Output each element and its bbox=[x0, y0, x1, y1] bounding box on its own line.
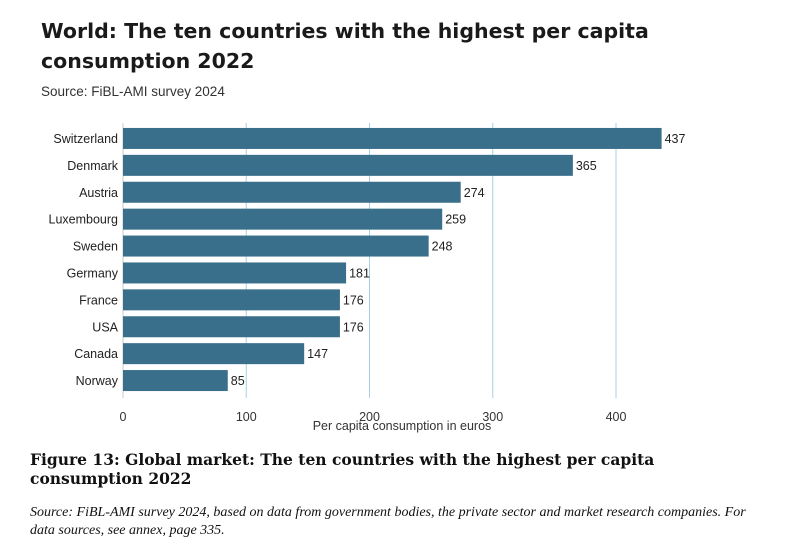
x-tick-label: 200 bbox=[359, 410, 380, 424]
bars bbox=[123, 127, 662, 392]
x-tick-label: 0 bbox=[120, 410, 127, 424]
data-label: 85 bbox=[231, 374, 245, 388]
bar bbox=[123, 289, 340, 311]
category-label: USA bbox=[92, 320, 118, 334]
category-label: Canada bbox=[74, 347, 118, 361]
bar bbox=[123, 316, 340, 338]
chart-subtitle: Source: FiBL-AMI survey 2024 bbox=[41, 84, 225, 99]
data-labels: 437 365 274 259 248 181 176 176 147 85 bbox=[231, 132, 686, 388]
bar bbox=[123, 208, 443, 230]
bar bbox=[123, 181, 461, 203]
x-tick-label: 400 bbox=[606, 410, 627, 424]
category-label: Luxembourg bbox=[49, 213, 119, 227]
category-labels: Switzerland Denmark Austria Luxembourg Swede… bbox=[49, 132, 119, 388]
data-label: 248 bbox=[432, 240, 453, 254]
category-label: France bbox=[79, 293, 118, 307]
bar bbox=[123, 235, 429, 257]
data-label: 181 bbox=[349, 266, 370, 280]
data-label: 437 bbox=[665, 132, 686, 146]
chart-title: World: The ten countries with the highes… bbox=[41, 19, 649, 73]
category-label: Austria bbox=[79, 186, 118, 200]
data-label: 147 bbox=[307, 347, 328, 361]
figure-source-note: Source: FiBL-AMI survey 2024, based on d… bbox=[30, 505, 746, 538]
data-label: 259 bbox=[445, 213, 466, 227]
data-label: 365 bbox=[576, 159, 597, 173]
figure-caption: Figure 13: Global market: The ten countr… bbox=[30, 450, 655, 488]
bar bbox=[123, 127, 662, 149]
bar-chart: Switzerland Denmark Austria Luxembourg Swede… bbox=[49, 123, 686, 433]
category-label: Denmark bbox=[67, 159, 118, 173]
x-axis-ticks: 0 100 200 300 400 bbox=[120, 410, 627, 424]
bar bbox=[123, 370, 228, 392]
category-label: Norway bbox=[76, 374, 119, 388]
category-label: Sweden bbox=[73, 240, 118, 254]
data-label: 274 bbox=[464, 186, 485, 200]
bar bbox=[123, 154, 573, 176]
data-label: 176 bbox=[343, 320, 364, 334]
x-tick-label: 300 bbox=[482, 410, 503, 424]
bar bbox=[123, 343, 305, 365]
category-label: Germany bbox=[67, 266, 119, 280]
x-tick-label: 100 bbox=[236, 410, 257, 424]
data-label: 176 bbox=[343, 293, 364, 307]
category-label: Switzerland bbox=[53, 132, 118, 146]
x-axis-label: Per capita consumption in euros bbox=[313, 419, 492, 433]
bar bbox=[123, 262, 347, 284]
